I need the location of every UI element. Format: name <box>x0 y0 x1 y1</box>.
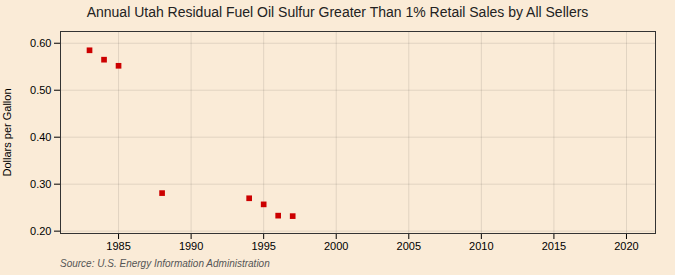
svg-text:0.50: 0.50 <box>30 84 51 96</box>
svg-text:1995: 1995 <box>251 240 275 252</box>
svg-text:1990: 1990 <box>179 240 203 252</box>
svg-text:Dollars per Gallon: Dollars per Gallon <box>1 88 13 176</box>
svg-text:0.40: 0.40 <box>30 131 51 143</box>
html-text:Annual Utah Residual Fuel Oil: Annual Utah Residual Fuel Oil Sulfur Gre… <box>86 4 589 20</box>
svg-text:2000: 2000 <box>324 240 348 252</box>
svg-text:2020: 2020 <box>614 240 638 252</box>
svg-text:2010: 2010 <box>469 240 493 252</box>
svg-text:0.60: 0.60 <box>30 37 51 49</box>
svg-text:0.20: 0.20 <box>30 225 51 237</box>
svg-text:1985: 1985 <box>106 240 130 252</box>
html-text:Source: U.S. Energy Informatio: Source: U.S. Energy Information Administ… <box>60 258 270 269</box>
svg-text:0.30: 0.30 <box>30 178 51 190</box>
svg-text:2015: 2015 <box>542 240 566 252</box>
svg-text:2005: 2005 <box>397 240 421 252</box>
